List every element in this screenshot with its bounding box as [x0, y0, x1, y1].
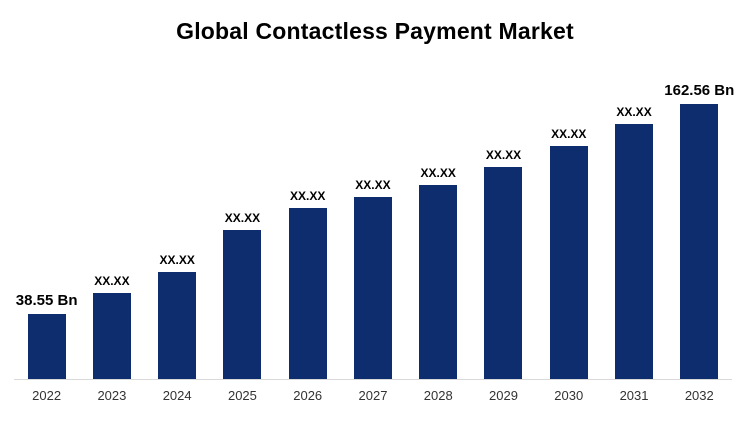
bar-value-label: XX.XX	[94, 274, 130, 288]
x-axis-labels: 2022 2023 2024 2025 2026 2027 2028 2029 2030 2031…	[14, 388, 732, 403]
bar-group: 162.56 Bn	[664, 79, 735, 379]
bar-2030	[549, 146, 588, 379]
x-tick-label: 2031	[619, 388, 649, 403]
x-tick-label: 2032	[684, 388, 714, 403]
bar-2025	[223, 230, 262, 379]
bar-2024	[158, 272, 197, 379]
bar-2032	[680, 104, 719, 379]
bar-value-label: XX.XX	[551, 127, 587, 141]
bar-2027	[353, 197, 392, 379]
bar-value-label: 162.56 Bn	[664, 82, 735, 99]
x-tick-label: 2022	[32, 388, 62, 403]
x-tick-label: 2024	[162, 388, 192, 403]
x-tick-label: 2029	[489, 388, 518, 403]
bars-container: 38.55 Bn XX.XX XX.XX XX.XX XX.XX XX.XX XX.XX XX…	[14, 79, 735, 379]
chart-title: Global Contactless Payment Market	[176, 18, 574, 44]
bar-value-label: XX.XX	[485, 148, 522, 162]
x-axis-line	[14, 379, 732, 380]
bar-group: 38.55 Bn	[14, 79, 79, 379]
bar-value-label: XX.XX	[355, 178, 391, 192]
x-tick-label: 2030	[554, 388, 584, 403]
bar-2029	[484, 167, 523, 379]
bar-2028	[419, 185, 458, 379]
x-tick-label: 2026	[293, 388, 323, 403]
bar-group: XX.XX	[210, 79, 275, 379]
bar-group: XX.XX	[145, 79, 210, 379]
bar-2022	[27, 314, 66, 379]
bar-group: XX.XX	[340, 79, 405, 379]
bar-2026	[288, 208, 327, 379]
bar-2023	[92, 293, 131, 379]
bar-group: XX.XX	[275, 79, 340, 379]
bar-group: XX.XX	[601, 79, 666, 379]
bar-value-label: XX.XX	[224, 211, 261, 225]
bar-group: XX.XX	[471, 79, 536, 379]
bar-2031	[615, 124, 654, 379]
bar-value-label: XX.XX	[420, 166, 456, 180]
x-tick-label: 2023	[97, 388, 127, 403]
bar-value-label: 38.55 Bn	[15, 292, 78, 309]
bar-value-label: XX.XX	[159, 253, 195, 267]
bar-group: XX.XX	[536, 79, 601, 379]
bar-value-label: XX.XX	[616, 105, 652, 119]
bar-group: XX.XX	[406, 79, 471, 379]
x-tick-label: 2027	[358, 388, 388, 403]
bar-value-label: XX.XX	[290, 189, 326, 203]
plot-area: 38.55 Bn XX.XX XX.XX XX.XX XX.XX XX.XX XX.XX XX…	[0, 79, 750, 403]
x-tick-label: 2025	[227, 388, 257, 403]
bar-group: XX.XX	[79, 79, 144, 379]
x-tick-label: 2028	[423, 388, 453, 403]
